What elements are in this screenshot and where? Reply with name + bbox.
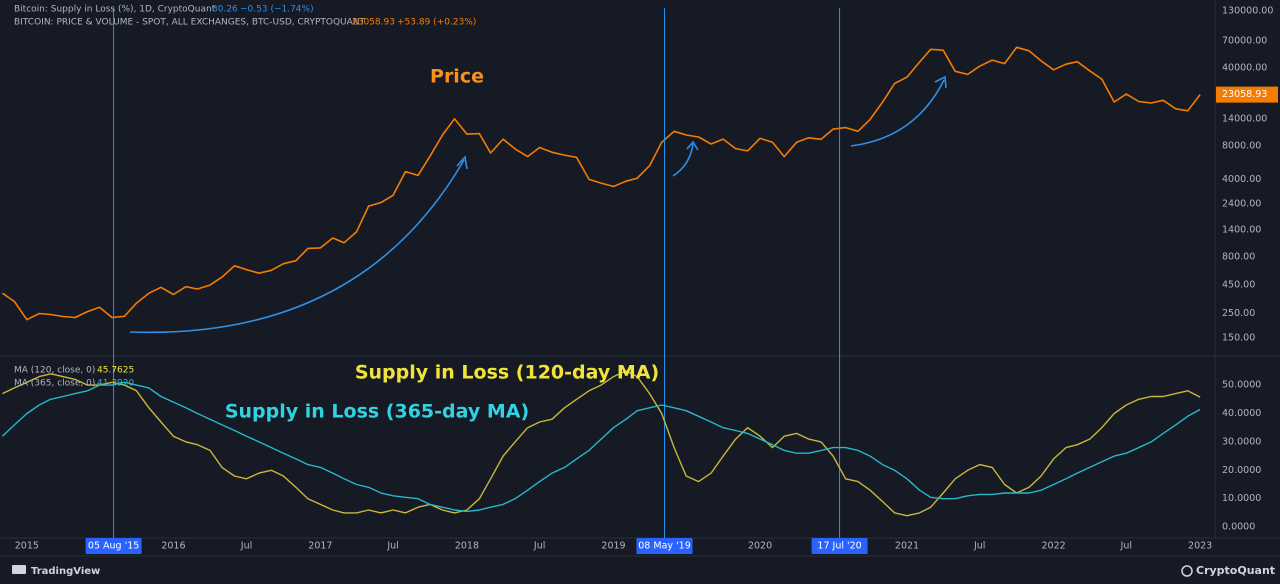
y-tick-label: 20.0000 [1222,465,1261,476]
y-tick-label: 2400.00 [1222,199,1261,210]
x-tick-label: Jul [973,541,985,552]
arrow [129,159,465,334]
y-tick-label: 4000.00 [1222,174,1261,185]
y-tick-label: 450.00 [1222,280,1255,291]
marks: 130000.00 70000.00 40000.00 14000.00 8000.00… [1,5,1278,554]
x-tick-label: 2021 [895,541,919,552]
logo-icon [12,565,26,574]
x-tick-label: Jul [533,541,545,552]
x-tick-label: 2019 [601,541,625,552]
y-tick-label: 250.00 [1222,308,1255,319]
arrow-head [456,155,468,170]
y-tick-label: 130000.00 [1222,5,1273,16]
legend-title: BITCOIN: PRICE & VOLUME - SPOT, ALL EXCH… [14,18,366,28]
legend-value: 41.3920 [97,379,134,389]
logo-icon [1181,565,1193,577]
crosshair-label: 08 May '19 [638,541,690,552]
y-tick-label: 40000.00 [1222,62,1267,73]
x-tick-label: 2022 [1041,541,1065,552]
annotation: Supply in Loss (120-day MA) [355,362,659,384]
y-tick-label: 14000.00 [1222,113,1267,124]
arrow-head [934,75,947,89]
crosshair-label-box [811,538,868,554]
y-tick-label: 150.00 [1222,333,1255,344]
x-tick-label: 2020 [748,541,772,552]
y-tick-label: 800.00 [1222,252,1255,263]
y-tick-label: 30.0000 [1222,436,1261,447]
trend-arrows [129,75,947,334]
x-tick-label: Jul [386,541,398,552]
y-tick-label: 40.0000 [1222,408,1261,419]
tradingview-logo[interactable]: TradingView [12,565,100,577]
legend-change: −0.53 (−1.74%) [240,5,314,15]
x-tick-label: Jul [1120,541,1132,552]
arrow-head [686,140,699,151]
legend-change: +53.89 (+0.23%) [397,18,476,28]
y-tick-label: 50.0000 [1222,380,1261,391]
y-tick-label: 70000.00 [1222,35,1267,46]
crosshair-label-box [85,538,142,554]
crosshair-label: 05 Aug '15 [88,541,139,552]
arrow [672,143,694,177]
series-line [1,381,1201,513]
legend-value: 23058.93 [352,18,395,28]
legend-title: Bitcoin: Supply in Loss (%), 1D, CryptoQ… [14,5,216,15]
footer-text: TradingView [31,566,100,577]
crosshair-label: 17 Jul '20 [817,541,861,552]
annotation: Supply in Loss (365-day MA) [225,401,529,423]
legend-value: 30.26 [212,5,238,15]
x-tick-label: 2015 [15,541,39,552]
legend-value: 45.7625 [97,366,134,376]
y-tick-label: 8000.00 [1222,140,1261,151]
crosshair-label-box [636,538,693,554]
footer-text: CryptoQuant [1196,564,1275,577]
last-value-label: 23058.93 [1222,89,1267,100]
y-tick-label: 1400.00 [1222,225,1261,236]
annotation: Price [430,66,484,88]
x-tick-label: Jul [240,541,252,552]
cryptoquant-logo: CryptoQuant [1181,564,1275,577]
arrow [850,79,945,147]
legend-title: MA (120, close, 0) [14,366,95,376]
x-tick-label: 2016 [161,541,185,552]
x-tick-label: 2023 [1188,541,1212,552]
x-tick-label: 2018 [455,541,479,552]
x-tick-label: 2017 [308,541,332,552]
last-value-box [1216,86,1278,103]
y-tick-label: 10.0000 [1222,493,1261,504]
y-tick-label: 0.0000 [1222,522,1255,533]
legend-title: MA (365, close, 0) [14,379,95,389]
series-line [1,46,1201,321]
series-line [2,370,1201,517]
